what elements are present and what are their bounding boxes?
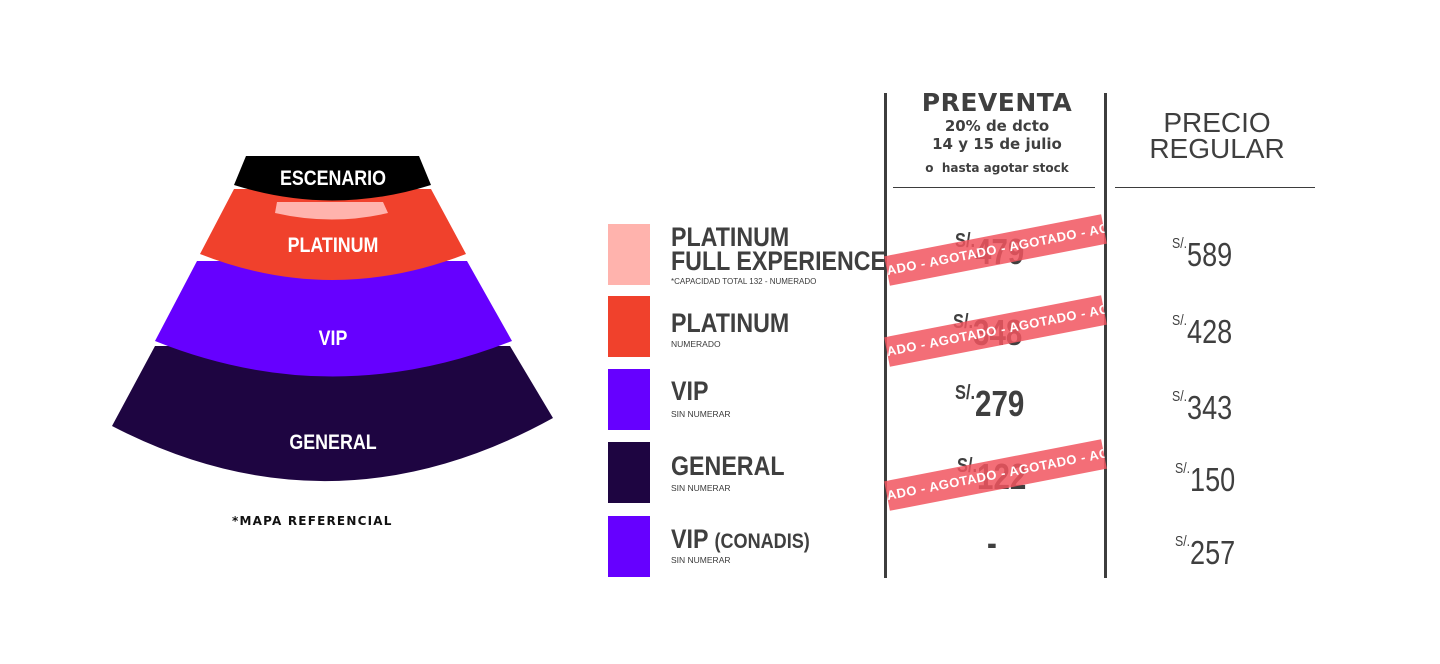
zone-name-vip-conadis-suffix: (CONADIS): [714, 530, 810, 553]
zone-name-general: GENERAL: [671, 451, 785, 481]
presale-discount: 20% de dcto: [944, 117, 1050, 135]
currency-symbol: S/.: [1175, 460, 1191, 477]
swatch-general: [608, 442, 650, 503]
regular-price-platinum-full-experience: S/.589: [1172, 235, 1233, 274]
regular-price-vip-conadis: S/.257: [1175, 533, 1236, 572]
regular-price-vip: S/.343: [1172, 388, 1233, 427]
regular-value: 428: [1187, 313, 1233, 350]
regular-value: 343: [1187, 389, 1233, 426]
swatch-platinum-full-experience: [608, 224, 650, 285]
map-general-section: [112, 346, 553, 482]
regular-price-general: S/.150: [1175, 460, 1236, 499]
venue-map: ESCENARIO PLATINUM VIP GENERAL: [112, 156, 553, 482]
currency-symbol: S/.: [1175, 533, 1191, 550]
regular-value: 150: [1190, 461, 1236, 498]
zone-sub-general: SIN NUMERAR: [671, 483, 731, 493]
regular-value: 589: [1187, 236, 1233, 273]
map-note: *MAPA REFERENCIAL: [232, 514, 393, 528]
regular-value: 257: [1190, 534, 1236, 571]
map-vip-label: VIP: [319, 327, 348, 351]
regular-header-rule: [1115, 187, 1315, 188]
currency-symbol: S/.: [1172, 388, 1188, 405]
map-vip-section: [155, 261, 512, 377]
regular-price-platinum: S/.428: [1172, 312, 1233, 351]
map-platinum-section: [200, 189, 466, 280]
zone-name-full-experience: FULL EXPERIENCE: [671, 246, 887, 276]
sold-out-banner-platinum-full-experience: ADO - AGOTADO - AGOTADO - AGOTADO - AGOT…: [884, 214, 1107, 286]
zone-sub-vip: SIN NUMERAR: [671, 409, 731, 419]
presale-header-rule: [893, 187, 1095, 188]
zone-name-vip: VIP: [671, 376, 709, 406]
zone-name-vip-conadis-main: VIP: [671, 524, 709, 554]
regular-title-line2: REGULAR: [1149, 133, 1285, 164]
zone-name-platinum-full-experience: PLATINUM: [671, 222, 790, 252]
zone-name-platinum: PLATINUM: [671, 308, 790, 338]
column-divider-left: [884, 93, 887, 578]
presale-title: PREVENTA: [921, 88, 1073, 117]
swatch-platinum: [608, 296, 650, 357]
zone-sub-platinum-full-experience: *CAPACIDAD TOTAL 132 - NUMERADO: [671, 277, 817, 286]
currency-symbol: S/.: [955, 382, 976, 404]
presale-value: 279: [975, 383, 1025, 424]
zone-name-vip-conadis: VIP (CONADIS): [671, 524, 810, 554]
sold-out-banner-general: ADO - AGOTADO - AGOTADO - AGOTADO - AGOT…: [884, 439, 1107, 511]
presale-stock-note: o hasta agotar stock: [925, 161, 1069, 175]
presale-dates: 14 y 15 de julio: [932, 135, 1062, 153]
swatch-vip-conadis: [608, 516, 650, 577]
map-stage: [234, 156, 431, 201]
sold-out-banner-platinum: ADO - AGOTADO - AGOTADO - AGOTADO - AGOT…: [884, 295, 1107, 367]
swatch-vip: [608, 369, 650, 430]
regular-title-line1: PRECIO: [1163, 107, 1271, 138]
presale-price-vip: S/.279: [955, 382, 1025, 425]
currency-symbol: S/.: [1172, 235, 1188, 252]
map-full-experience-section: [275, 202, 388, 220]
zone-sub-platinum: NUMERADO: [671, 339, 721, 349]
currency-symbol: S/.: [1172, 312, 1188, 329]
map-stage-label: ESCENARIO: [280, 167, 386, 191]
map-general-label: GENERAL: [289, 431, 376, 455]
presale-price-vip-conadis: -: [987, 522, 997, 563]
map-platinum-label: PLATINUM: [288, 234, 379, 258]
zone-sub-vip-conadis: SIN NUMERAR: [671, 555, 731, 565]
column-divider-right: [1104, 93, 1107, 578]
